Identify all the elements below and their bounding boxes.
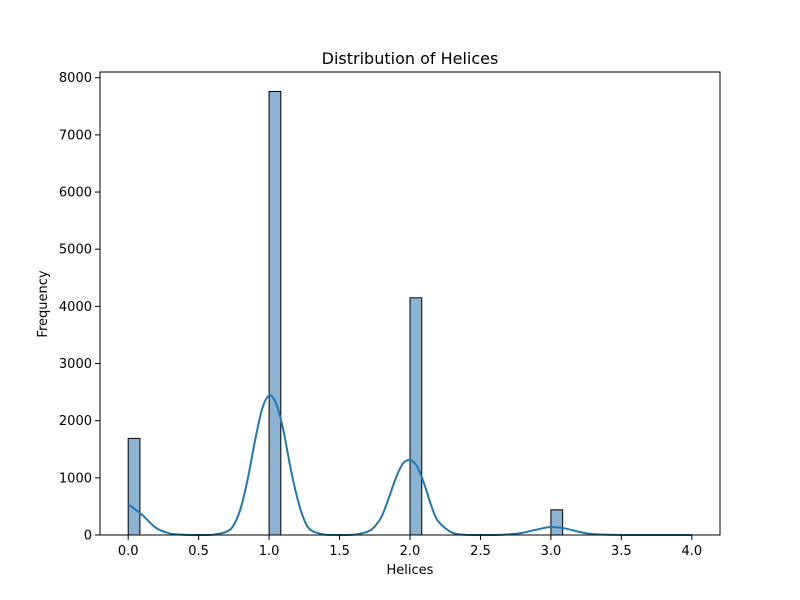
x-tick-label: 4.0 bbox=[681, 544, 702, 559]
kde-curve bbox=[127, 394, 692, 537]
y-axis-label: Frequency bbox=[36, 270, 51, 337]
x-tick-label: 2.0 bbox=[400, 544, 421, 559]
y-tick-label: 5000 bbox=[59, 243, 92, 258]
y-tick-label: 3000 bbox=[59, 357, 92, 372]
x-tick-label: 1.0 bbox=[259, 544, 280, 559]
x-tick-label: 3.5 bbox=[611, 544, 632, 559]
histogram-bar-3 bbox=[550, 509, 564, 536]
y-tick-label: 8000 bbox=[59, 71, 92, 86]
x-tick-label: 1.5 bbox=[329, 544, 350, 559]
x-axis-label: Helices bbox=[387, 563, 434, 578]
chart-title: Distribution of Helices bbox=[322, 49, 499, 68]
histogram-bar-1 bbox=[268, 90, 282, 536]
histogram-bar-0 bbox=[127, 437, 141, 536]
x-tick-label: 0.0 bbox=[118, 544, 139, 559]
x-axis: 0.0 0.5 1.0 1.5 2.0 2.5 3.0 3.5 4.0 bbox=[118, 535, 702, 559]
y-tick-label: 0 bbox=[84, 529, 92, 544]
y-tick-label: 2000 bbox=[59, 414, 92, 429]
y-axis: 0 1000 2000 3000 4000 5000 6000 7000 8000 bbox=[59, 71, 100, 544]
histogram-bar-2 bbox=[409, 297, 423, 536]
x-tick-label: 2.5 bbox=[470, 544, 491, 559]
y-tick-label: 7000 bbox=[59, 128, 92, 143]
y-tick-label: 6000 bbox=[59, 186, 92, 201]
y-tick-label: 1000 bbox=[59, 471, 92, 486]
x-tick-label: 0.5 bbox=[188, 544, 209, 559]
x-tick-label: 3.0 bbox=[541, 544, 562, 559]
y-tick-label: 4000 bbox=[59, 300, 92, 315]
bars-group bbox=[127, 90, 564, 536]
